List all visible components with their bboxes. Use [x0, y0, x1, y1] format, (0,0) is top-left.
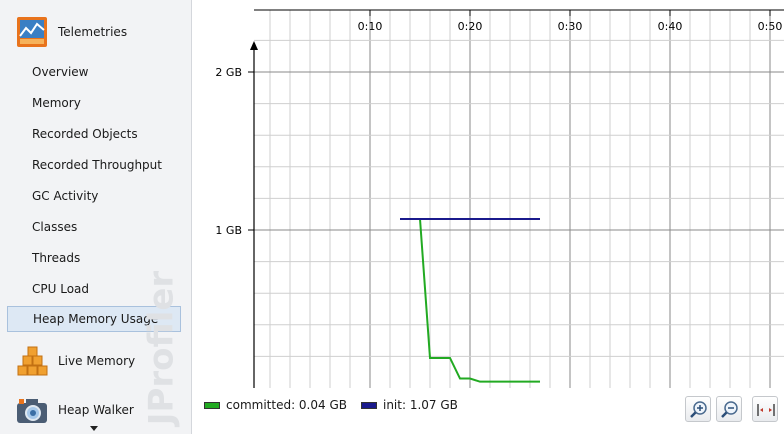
- sidebar-item-recorded-objects[interactable]: Recorded Objects: [7, 121, 181, 147]
- legend-label: committed: 0.04 GB: [226, 398, 347, 412]
- telemetries-icon: [17, 17, 47, 47]
- section-live-memory[interactable]: Live Memory: [0, 341, 191, 381]
- zoom-out-icon: [721, 401, 738, 418]
- y-tick-label: 1 GB: [215, 224, 242, 237]
- section-title: Telemetries: [58, 25, 128, 39]
- x-axis-ticks: 0:10 0:20 0:30 0:40 0:50: [358, 10, 783, 33]
- sidebar: Telemetries Overview Memory Recorded Obj…: [0, 0, 192, 434]
- sidebar-item-memory[interactable]: Memory: [7, 90, 181, 116]
- legend-item-init: init: 1.07 GB: [360, 398, 458, 412]
- y-tick-label: 2 GB: [215, 66, 242, 79]
- section-telemetries[interactable]: Telemetries: [0, 12, 191, 52]
- sidebar-item-heap-memory-usage[interactable]: Heap Memory Usage: [7, 306, 181, 332]
- legend-swatch: [204, 401, 220, 409]
- fit-width-icon: [757, 404, 775, 416]
- x-tick-label: 0:10: [358, 20, 383, 33]
- zoom-in-icon: [690, 401, 707, 418]
- chart-axes: [250, 9, 784, 388]
- chart-grid: [254, 10, 784, 388]
- camera-icon: [17, 399, 47, 423]
- sidebar-item-label: Recorded Objects: [32, 127, 138, 141]
- svg-text:JProfiler: JProfiler: [142, 271, 182, 428]
- section-heap-walker[interactable]: Heap Walker: [0, 390, 191, 430]
- x-tick-label: 0:40: [658, 20, 683, 33]
- sidebar-item-label: Recorded Throughput: [32, 158, 162, 172]
- chevron-down-icon[interactable]: [90, 426, 98, 431]
- legend-item-committed: committed: 0.04 GB: [204, 398, 347, 412]
- sidebar-item-label: Heap Memory Usage: [33, 312, 159, 326]
- x-tick-label: 0:50: [758, 20, 783, 33]
- series-line-committed: [400, 217, 540, 383]
- chart-series: [400, 217, 540, 383]
- section-label: Heap Walker: [58, 403, 134, 417]
- x-tick-label: 0:30: [558, 20, 583, 33]
- sidebar-item-label: CPU Load: [32, 282, 89, 296]
- sidebar-item-overview[interactable]: Overview: [7, 59, 181, 85]
- sidebar-item-label: Threads: [32, 251, 81, 265]
- sidebar-item-label: Classes: [32, 220, 78, 234]
- legend-label: init: 1.07 GB: [382, 398, 458, 412]
- jprofiler-watermark: JProfiler: [142, 271, 182, 428]
- sidebar-item-label: Overview: [32, 65, 89, 79]
- y-axis-ticks: 2 GB 1 GB: [215, 66, 254, 237]
- sidebar-item-gc-activity[interactable]: GC Activity: [7, 183, 181, 209]
- sidebar-item-label: Memory: [32, 96, 81, 110]
- chart-legend: committed: 0.04 GB init: 1.07 GB: [204, 398, 472, 412]
- chart-svg: 0:10 0:20 0:30 0:40 0:50 2 GB 1 GB: [215, 9, 784, 388]
- fit-width-button[interactable]: [752, 396, 778, 422]
- zoom-in-button[interactable]: [685, 396, 711, 422]
- zoom-out-button[interactable]: [716, 396, 742, 422]
- sidebar-item-recorded-throughput[interactable]: Recorded Throughput: [7, 152, 181, 178]
- heap-memory-chart: 0:10 0:20 0:30 0:40 0:50 2 GB 1 GB committed:…: [192, 0, 784, 434]
- sidebar-item-classes[interactable]: Classes: [7, 214, 181, 240]
- sidebar-item-threads[interactable]: Threads: [7, 245, 181, 271]
- sidebar-item-cpu-load[interactable]: CPU Load: [7, 276, 181, 302]
- legend-swatch: [360, 401, 377, 409]
- sidebar-item-label: GC Activity: [32, 189, 99, 203]
- x-tick-label: 0:20: [458, 20, 483, 33]
- live-memory-cubes-icon: [17, 346, 48, 376]
- y-axis-arrow-icon: [250, 41, 258, 50]
- section-label: Live Memory: [58, 354, 136, 368]
